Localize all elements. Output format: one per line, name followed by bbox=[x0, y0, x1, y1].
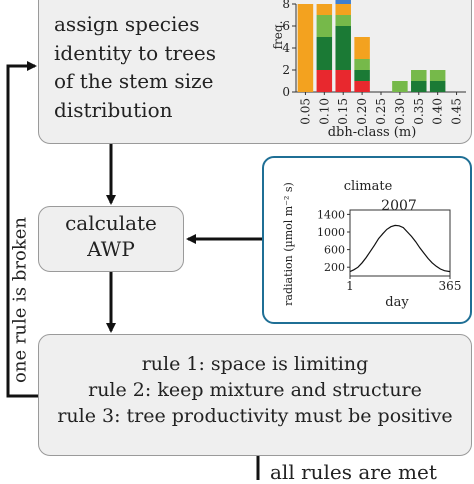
loop-line bbox=[6, 61, 38, 398]
rule-2-text: rule 2: keep mixture and structure bbox=[88, 379, 422, 401]
loop-label: one rule is broken bbox=[9, 213, 31, 387]
calculate-awp-text: calculate AWP bbox=[65, 211, 157, 261]
climate-box bbox=[262, 156, 472, 324]
connectors bbox=[6, 61, 262, 480]
rules-box bbox=[38, 334, 472, 456]
calculate-awp-box bbox=[38, 206, 184, 272]
rule-1-text: rule 1: space is limiting bbox=[141, 353, 369, 375]
assign-species-box bbox=[38, 0, 472, 144]
bottom-text: all rules are met bbox=[270, 460, 437, 484]
rule-3-text: rule 3: tree productivity must be positi… bbox=[57, 405, 453, 427]
assign-species-text: assign species identity to trees of the … bbox=[54, 12, 217, 122]
